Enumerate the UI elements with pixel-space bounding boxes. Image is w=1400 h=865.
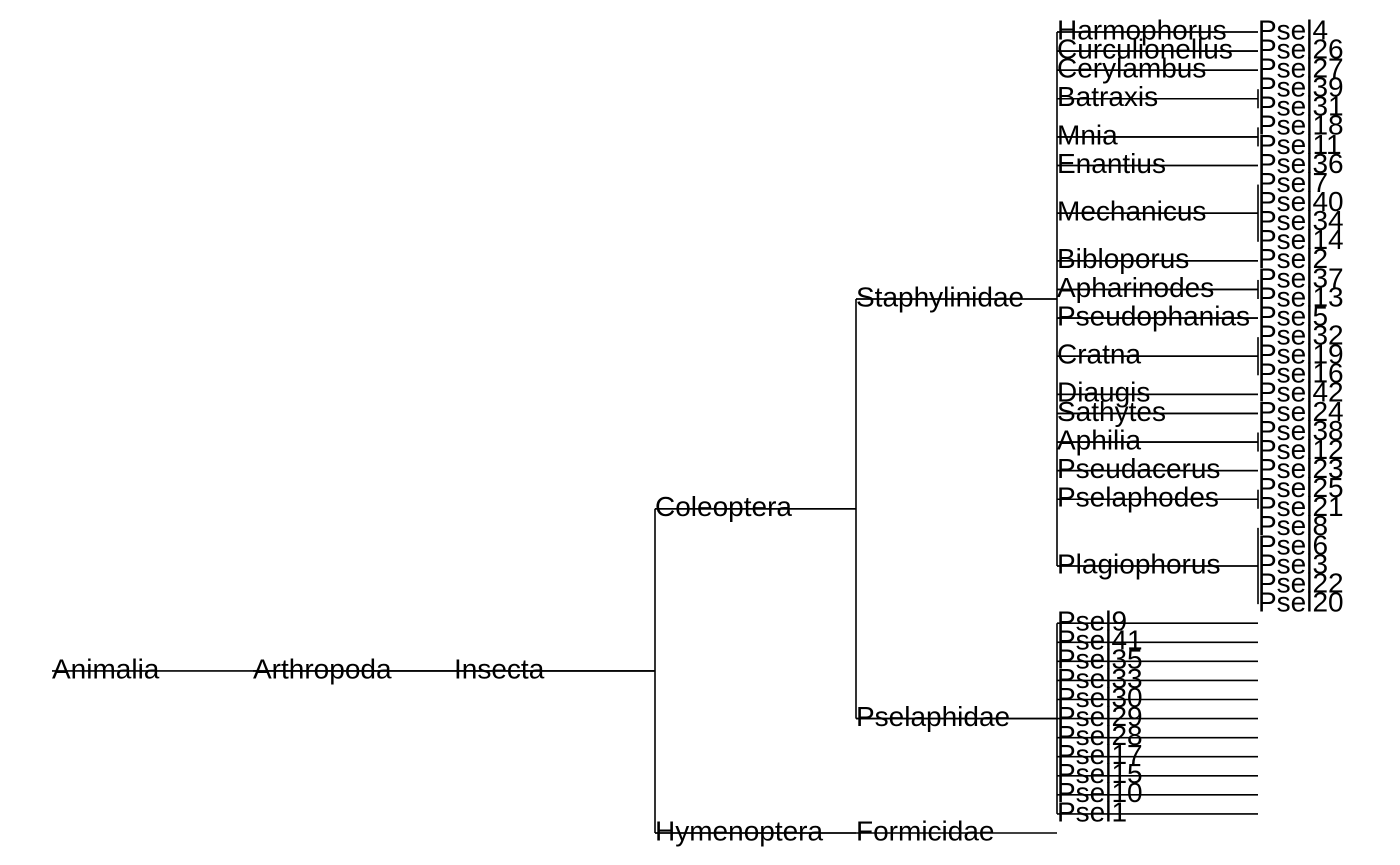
node-label-pseudophanias: Pseudophanias bbox=[1057, 300, 1250, 331]
node-label-psel20: Psel20 bbox=[1258, 587, 1344, 618]
node-label-plagiophorus: Plagiophorus bbox=[1057, 548, 1220, 579]
node-label-aphilia: Aphilia bbox=[1057, 424, 1141, 455]
node-label-psel23: Psel23 bbox=[1258, 453, 1344, 484]
node-label-psel36: Psel36 bbox=[1258, 148, 1344, 179]
node-label-psel2: Psel2 bbox=[1258, 243, 1328, 274]
node-label-psel21: Psel21 bbox=[1258, 491, 1344, 522]
node-label-psel3: Psel3 bbox=[1258, 548, 1328, 579]
node-label-psel8: Psel8 bbox=[1258, 510, 1328, 541]
node-label-apharinodes: Apharinodes bbox=[1057, 272, 1214, 303]
node-label-psel37: Psel37 bbox=[1258, 262, 1344, 293]
node-label-arthropoda: Arthropoda bbox=[253, 653, 392, 684]
node-label-psel5: Psel5 bbox=[1258, 300, 1328, 331]
node-label-psel29: Psel29 bbox=[1057, 701, 1143, 732]
node-label-psel41: Psel41 bbox=[1057, 625, 1143, 656]
node-label-psel34: Psel34 bbox=[1258, 205, 1344, 236]
node-label-pselaphidae: Pselaphidae bbox=[856, 701, 1010, 732]
node-label-psel18: Psel18 bbox=[1258, 110, 1344, 141]
node-label-psel35: Psel35 bbox=[1057, 644, 1143, 675]
tree-labels: Animalia Arthropoda Insecta Coleoptera Staph… bbox=[52, 14, 1344, 846]
node-label-psel42: Psel42 bbox=[1258, 377, 1344, 408]
node-label-psel39: Psel39 bbox=[1258, 72, 1344, 103]
node-label-psel28: Psel28 bbox=[1057, 720, 1143, 751]
node-label-psel30: Psel30 bbox=[1057, 682, 1143, 713]
node-label-psel33: Psel33 bbox=[1057, 663, 1143, 694]
node-label-psel14: Psel14 bbox=[1258, 224, 1344, 255]
node-label-coleoptera: Coleoptera bbox=[655, 491, 792, 522]
node-label-cratna: Cratna bbox=[1057, 339, 1141, 370]
node-label-psel19: Psel19 bbox=[1258, 339, 1344, 370]
node-label-curculionellus: Curculionellus bbox=[1057, 33, 1233, 64]
node-label-psel32: Psel32 bbox=[1258, 320, 1344, 351]
node-label-psel7: Psel7 bbox=[1258, 167, 1328, 198]
node-label-mechanicus: Mechanicus bbox=[1057, 196, 1206, 227]
node-label-psel38: Psel38 bbox=[1258, 415, 1344, 446]
node-label-psel6: Psel6 bbox=[1258, 529, 1328, 560]
node-label-diaugis: Diaugis bbox=[1057, 377, 1150, 408]
node-label-insecta: Insecta bbox=[454, 653, 545, 684]
node-label-hymenoptera: Hymenoptera bbox=[655, 815, 824, 846]
node-label-animalia: Animalia bbox=[52, 653, 160, 684]
node-label-bibloporus: Bibloporus bbox=[1057, 243, 1189, 274]
node-label-formicidae: Formicidae bbox=[856, 815, 994, 846]
node-label-psel13: Psel13 bbox=[1258, 281, 1344, 312]
node-label-psel11: Psel11 bbox=[1258, 129, 1342, 160]
node-label-pselaphodes: Pselaphodes bbox=[1057, 482, 1219, 513]
node-label-psel27: Psel27 bbox=[1258, 53, 1344, 84]
node-label-psel15: Psel15 bbox=[1057, 758, 1143, 789]
node-label-psel17: Psel17 bbox=[1057, 739, 1143, 770]
node-label-psel26: Psel26 bbox=[1258, 33, 1344, 64]
node-label-psel9: Psel9 bbox=[1057, 606, 1127, 637]
node-label-psel16: Psel16 bbox=[1258, 358, 1344, 389]
tree-edges bbox=[52, 31, 1259, 834]
node-label-harmophorus: Harmophorus bbox=[1057, 14, 1227, 45]
node-label-psel4: Psel4 bbox=[1258, 14, 1328, 45]
node-label-batraxis: Batraxis bbox=[1057, 81, 1158, 112]
node-label-pseudacerus: Pseudacerus bbox=[1057, 453, 1220, 484]
node-label-sathytes: Sathytes bbox=[1057, 396, 1166, 427]
node-label-staphylinidae: Staphylinidae bbox=[856, 281, 1024, 312]
node-label-mnia: Mnia bbox=[1057, 119, 1118, 150]
node-label-psel40: Psel40 bbox=[1258, 186, 1344, 217]
node-label-psel31: Psel31 bbox=[1258, 91, 1344, 122]
node-label-cerylambus: Cerylambus bbox=[1057, 53, 1206, 84]
node-label-psel22: Psel22 bbox=[1258, 567, 1344, 598]
node-label-psel10: Psel10 bbox=[1057, 777, 1143, 808]
node-label-enantius: Enantius bbox=[1057, 148, 1166, 179]
node-label-psel12: Psel12 bbox=[1258, 434, 1344, 465]
node-label-psel24: Psel24 bbox=[1258, 396, 1344, 427]
node-label-psel1: Psel1 bbox=[1057, 796, 1127, 827]
node-label-psel25: Psel25 bbox=[1258, 472, 1344, 503]
